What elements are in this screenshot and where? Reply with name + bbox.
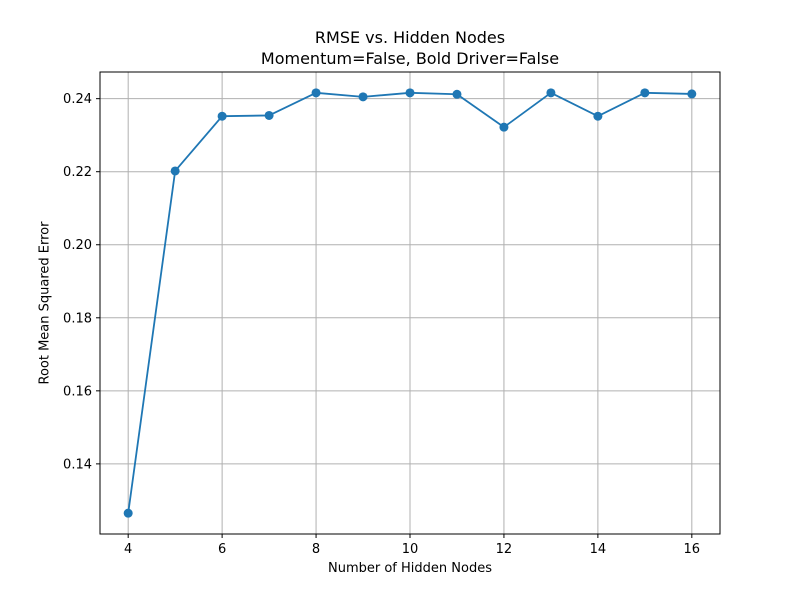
data-point-marker bbox=[452, 89, 462, 99]
data-point-marker bbox=[123, 508, 133, 518]
data-point-marker bbox=[546, 88, 556, 98]
axis-ticks: 4 6 8 10 12 14 16 0.14 0.16 0.18 0.20 0.22 0.24 bbox=[63, 92, 700, 557]
x-tick-label: 4 bbox=[124, 542, 132, 557]
x-tick-label: 10 bbox=[402, 542, 419, 557]
x-axis-label: Number of Hidden Nodes bbox=[328, 561, 492, 576]
x-tick-label: 16 bbox=[684, 542, 701, 557]
data-point-marker bbox=[358, 92, 368, 102]
y-tick-label: 0.22 bbox=[63, 165, 92, 180]
data-point-marker bbox=[170, 166, 180, 176]
data-point-marker bbox=[264, 110, 274, 120]
grid-lines bbox=[100, 72, 720, 534]
series-layer bbox=[123, 88, 697, 518]
data-point-marker bbox=[311, 88, 321, 98]
x-tick-label: 14 bbox=[590, 542, 607, 557]
data-point-marker bbox=[593, 111, 603, 121]
data-point-marker bbox=[217, 111, 227, 121]
y-axis-label: Root Mean Squared Error bbox=[37, 221, 53, 385]
data-point-marker bbox=[687, 89, 697, 99]
x-tick-label: 6 bbox=[218, 542, 226, 557]
x-tick-label: 8 bbox=[312, 542, 320, 557]
data-point-marker bbox=[640, 88, 650, 98]
y-tick-label: 0.16 bbox=[63, 384, 92, 399]
data-point-marker bbox=[499, 122, 509, 132]
y-tick-label: 0.14 bbox=[63, 457, 92, 472]
y-tick-label: 0.18 bbox=[63, 311, 92, 326]
y-tick-label: 0.20 bbox=[63, 238, 92, 253]
x-tick-label: 12 bbox=[496, 542, 513, 557]
data-point-marker bbox=[405, 88, 415, 98]
y-tick-label: 0.24 bbox=[63, 92, 92, 107]
chart-title: RMSE vs. Hidden Nodes bbox=[314, 28, 506, 47]
chart-subtitle: Momentum=False, Bold Driver=False bbox=[260, 49, 560, 68]
